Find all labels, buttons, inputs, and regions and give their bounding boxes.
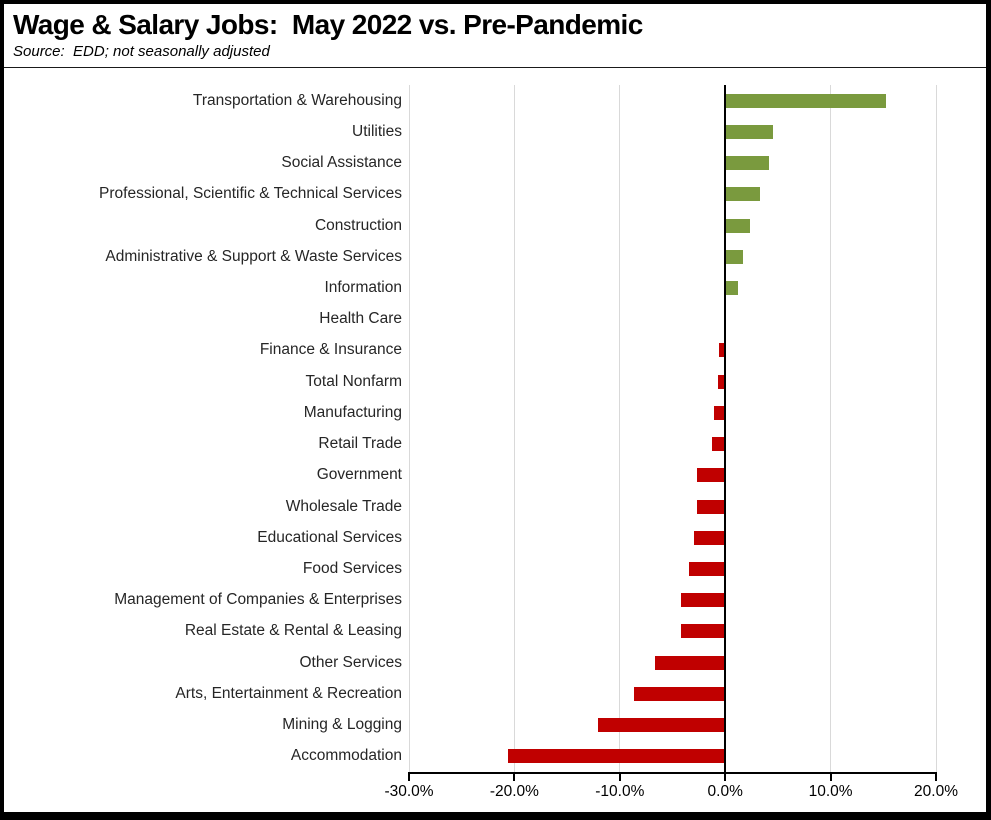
bar-positive [726, 156, 770, 171]
bar-negative [693, 530, 725, 545]
x-axis-tick [829, 772, 832, 781]
category-label: Social Assistance [281, 154, 402, 172]
category-label: Construction [314, 216, 402, 234]
category-label: Manufacturing [303, 403, 402, 421]
bar-positive [726, 280, 738, 295]
category-label: Retail Trade [318, 435, 402, 453]
bar-negative [711, 437, 725, 452]
category-label: Total Nonfarm [305, 372, 402, 390]
chart-source-note: Source: EDD; not seasonally adjusted [13, 43, 270, 60]
category-label: Health Care [319, 310, 402, 328]
bar-negative [654, 655, 725, 670]
category-label: Real Estate & Rental & Leasing [184, 622, 402, 640]
x-axis-tick-label: 10.0% [808, 783, 853, 800]
bar-positive [726, 249, 744, 264]
bar-negative [508, 749, 725, 764]
x-axis-tick-label: -30.0% [384, 783, 434, 800]
bar-positive [726, 93, 887, 108]
bar-negative [597, 718, 725, 733]
gridline [830, 85, 832, 772]
gridline [513, 85, 515, 772]
x-axis-line [408, 772, 937, 774]
category-label: Government [316, 466, 402, 484]
category-label: Professional, Scientific & Technical Ser… [99, 185, 402, 203]
category-label: Transportation & Warehousing [192, 91, 402, 109]
x-axis-tick-label: -20.0% [489, 783, 539, 800]
bar-negative [680, 593, 725, 608]
category-label: Wholesale Trade [285, 497, 402, 515]
x-axis-tick [513, 772, 516, 781]
category-label: Food Services [302, 560, 402, 578]
category-label: Other Services [299, 653, 402, 671]
bar-negative [717, 374, 725, 389]
gridline [935, 85, 937, 772]
bar-negative [696, 468, 725, 483]
x-axis-tick [618, 772, 621, 781]
bar-positive [726, 124, 773, 139]
chart-header: Wage & Salary Jobs: May 2022 vs. Pre-Pan… [4, 4, 986, 68]
bar-negative [633, 686, 725, 701]
bar-negative [689, 562, 725, 577]
chart-title: Wage & Salary Jobs: May 2022 vs. Pre-Pan… [13, 9, 643, 40]
category-label: Management of Companies & Enterprises [114, 591, 402, 609]
category-label: Educational Services [257, 528, 402, 546]
category-label: Arts, Entertainment & Recreation [175, 684, 402, 702]
x-axis-tick-label: 0.0% [707, 783, 743, 800]
bar-positive [726, 187, 760, 202]
category-label: Utilities [352, 122, 402, 140]
bar-positive [726, 218, 751, 233]
plot-area: -30.0% -20.0% -10.0% 0.0% 10.0% 20.0% [384, 85, 958, 800]
bar-negative [713, 405, 725, 420]
gridline [619, 85, 621, 772]
gridline [408, 85, 410, 772]
x-axis-tick [408, 772, 410, 781]
x-axis-tick [935, 772, 937, 781]
x-axis-tick-label: 20.0% [914, 783, 958, 800]
bar-negative [696, 499, 725, 514]
bar-negative [718, 343, 725, 358]
category-label: Mining & Logging [282, 716, 402, 734]
category-label: Accommodation [290, 747, 402, 765]
zero-axis-line [724, 85, 727, 774]
category-labels: Transportation & Warehousing Utilities Soc… [8, 85, 402, 772]
category-label: Finance & Insurance [259, 341, 402, 359]
x-axis-tick [724, 772, 727, 781]
x-axis-tick-label: -10.0% [595, 783, 645, 800]
bar-negative [680, 624, 725, 639]
category-label: Information [324, 278, 402, 296]
category-label: Administrative & Support & Waste Service… [105, 247, 402, 265]
